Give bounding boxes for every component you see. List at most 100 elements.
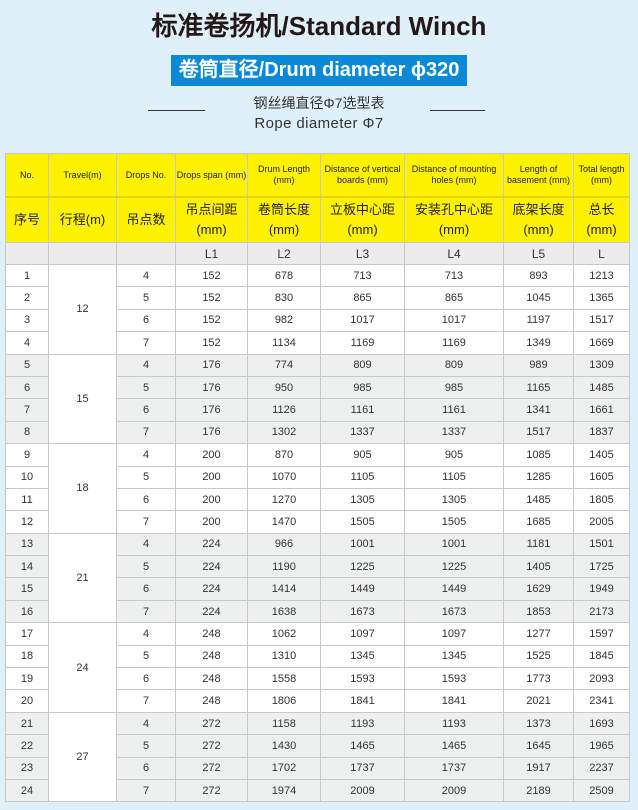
value-cell: 1558 xyxy=(247,667,321,691)
value-cell: 6 xyxy=(116,577,176,601)
header-cell: L xyxy=(573,242,630,265)
value-cell: 4 xyxy=(116,443,176,467)
value-cell: 1045 xyxy=(503,286,574,310)
table-row: 12 7 200 1470 1505 1505 1685 2005 xyxy=(5,510,630,534)
value-cell: 1161 xyxy=(404,398,504,422)
header-cell: L4 xyxy=(404,242,504,265)
value-cell: 1593 xyxy=(404,667,504,691)
value-cell: 1737 xyxy=(320,756,405,780)
row-number-cell: 7 xyxy=(5,398,49,422)
value-cell: 1465 xyxy=(320,734,405,758)
header-cell: Total length (mm) xyxy=(573,153,630,198)
value-cell: 1105 xyxy=(320,465,405,489)
value-cell: 1405 xyxy=(573,443,630,467)
value-cell: 272 xyxy=(175,734,248,758)
value-cell: 7 xyxy=(116,778,176,803)
value-cell: 152 xyxy=(175,286,248,310)
value-cell: 1725 xyxy=(573,555,630,579)
header-cell: Drum Length (mm) xyxy=(247,153,321,198)
row-number-cell: 19 xyxy=(5,667,49,691)
header-cell: Distance of mounting holes (mm) xyxy=(404,153,504,198)
row-number-cell: 24 xyxy=(5,778,49,803)
row-number-cell: 9 xyxy=(5,443,49,467)
value-cell: 1593 xyxy=(320,667,405,691)
header-cell: 行程(m) xyxy=(48,196,117,243)
header-cell: Length of basement (mm) xyxy=(503,153,574,198)
row-number-cell: 17 xyxy=(5,622,49,646)
subtitle-english: Rope diameter Φ7 xyxy=(254,115,384,132)
header-cell: 吊点间距 (mm) xyxy=(175,196,248,243)
value-cell: 1501 xyxy=(573,532,630,557)
row-number-cell: 23 xyxy=(5,756,49,780)
value-cell: 1974 xyxy=(247,778,321,803)
value-cell: 1310 xyxy=(247,644,321,669)
value-cell: 1773 xyxy=(503,667,574,691)
value-cell: 248 xyxy=(175,667,248,691)
value-cell: 1505 xyxy=(404,510,504,534)
value-cell: 224 xyxy=(175,599,248,624)
row-number-cell: 1 xyxy=(5,263,49,288)
header-cell: L1 xyxy=(175,242,248,265)
value-cell: 1017 xyxy=(320,308,405,333)
value-cell: 774 xyxy=(247,353,321,377)
value-cell: 152 xyxy=(175,308,248,333)
value-cell: 1337 xyxy=(404,420,504,445)
value-cell: 1669 xyxy=(573,331,630,355)
value-cell: 200 xyxy=(175,465,248,489)
header-cell: 安装孔中心距 (mm) xyxy=(404,196,504,243)
value-cell: 1449 xyxy=(320,577,405,601)
value-cell: 1605 xyxy=(573,465,630,489)
value-cell: 152 xyxy=(175,263,248,288)
header-cell: 底架长度 (mm) xyxy=(503,196,574,243)
value-cell: 1837 xyxy=(573,420,630,445)
value-cell: 1505 xyxy=(320,510,405,534)
subtitle-chinese: 钢丝绳直径Φ7选型表 xyxy=(253,95,385,111)
value-cell: 713 xyxy=(404,263,504,288)
value-cell: 7 xyxy=(116,420,176,445)
value-cell: 1097 xyxy=(320,622,405,646)
value-cell: 224 xyxy=(175,555,248,579)
row-number-cell: 21 xyxy=(5,711,49,736)
header-cell: 吊点数 xyxy=(116,196,176,243)
value-cell: 1062 xyxy=(247,622,321,646)
row-number-cell: 18 xyxy=(5,644,49,669)
header-row-chinese: 序号 行程(m) 吊点数 吊点间距 (mm) 卷筒长度 (mm) 立板中心距 (mm) 安装… xyxy=(5,196,630,243)
table-row: 13 21 4 224 966 1001 1001 1181 1501 xyxy=(5,532,630,624)
value-cell: 7 xyxy=(116,510,176,534)
travel-cell: 21 xyxy=(48,532,117,624)
value-cell: 7 xyxy=(116,331,176,355)
header-cell: 总长 (mm) xyxy=(573,196,630,243)
value-cell: 1134 xyxy=(247,331,321,355)
value-cell: 1181 xyxy=(503,532,574,557)
page-title: 标准卷扬机/Standard Winch xyxy=(151,11,487,41)
value-cell: 865 xyxy=(320,286,405,310)
value-cell: 830 xyxy=(247,286,321,310)
value-cell: 200 xyxy=(175,443,248,467)
value-cell: 1853 xyxy=(503,599,574,624)
row-number-cell: 8 xyxy=(5,420,49,445)
value-cell: 5 xyxy=(116,555,176,579)
value-cell: 1965 xyxy=(573,734,630,758)
value-cell: 5 xyxy=(116,734,176,758)
row-number-cell: 22 xyxy=(5,734,49,758)
table-body: 1 12 4 152 678 713 713 893 1213 2 5 152 830 865 865 104… xyxy=(5,263,630,803)
divider-right xyxy=(430,110,485,111)
row-number-cell: 20 xyxy=(5,689,49,713)
value-cell: 4 xyxy=(116,263,176,288)
value-cell: 1841 xyxy=(320,689,405,713)
value-cell: 272 xyxy=(175,711,248,736)
value-cell: 1277 xyxy=(503,622,574,646)
value-cell: 678 xyxy=(247,263,321,288)
value-cell: 1645 xyxy=(503,734,574,758)
value-cell: 1737 xyxy=(404,756,504,780)
value-cell: 1001 xyxy=(320,532,405,557)
table-row: 2 5 152 830 865 865 1045 1365 xyxy=(5,286,630,310)
header-cell xyxy=(48,242,117,265)
row-number-cell: 3 xyxy=(5,308,49,333)
value-cell: 1169 xyxy=(404,331,504,355)
value-cell: 4 xyxy=(116,353,176,377)
header-cell xyxy=(116,242,176,265)
value-cell: 1285 xyxy=(503,465,574,489)
value-cell: 1661 xyxy=(573,398,630,422)
value-cell: 2009 xyxy=(404,778,504,803)
